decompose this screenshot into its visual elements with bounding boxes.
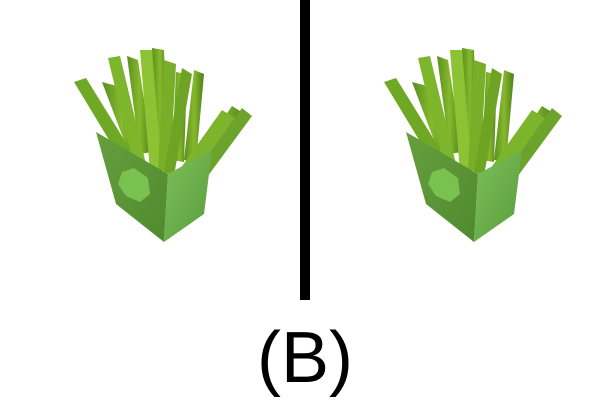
- green-fries-box-image: [384, 48, 562, 242]
- vertical-divider: [300, 0, 310, 300]
- left-image-panel: [0, 0, 300, 300]
- green-fries-box-image: [74, 48, 252, 242]
- right-image-panel: [310, 0, 610, 300]
- caption-label: (B): [257, 318, 353, 398]
